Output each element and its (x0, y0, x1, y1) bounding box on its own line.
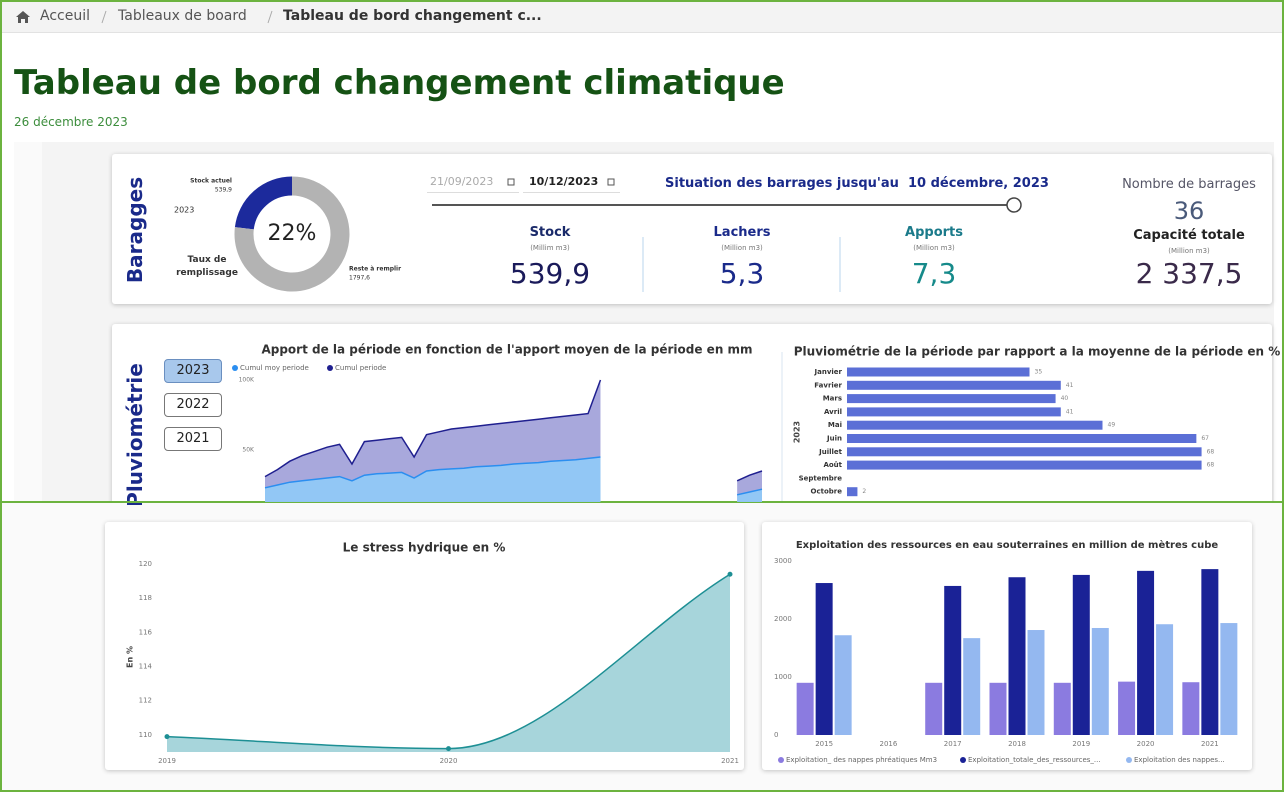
side-strip (14, 142, 42, 502)
donut-subtitle: Taux de remplissage (176, 255, 238, 279)
breadcrumb-item[interactable]: Acceuil (40, 8, 90, 24)
date-input[interactable] (427, 172, 519, 193)
kpi-name: Stock (529, 225, 571, 240)
capacity-value: 2 337,5 (1135, 257, 1243, 290)
situation-heading: Situation des barrages jusqu'au 10 décem… (665, 176, 1049, 191)
count-value: 36 (1173, 197, 1205, 225)
kpi-unit: (Million m3) (721, 244, 763, 252)
section-label: Baragges (123, 176, 147, 284)
breadcrumb-current: Tableau de bord changement c... (283, 8, 542, 24)
count-label: Nombre de barrages (1122, 177, 1256, 192)
kpi-value: 7,3 (911, 257, 957, 290)
date-input[interactable] (523, 172, 620, 193)
capacity-label: Capacité totale (1133, 228, 1245, 243)
section-label: Pluviométrie (123, 363, 147, 507)
year-button[interactable]: 2023 (164, 359, 222, 383)
capacity-unit: (Million m3) (1168, 247, 1210, 255)
kpi-value: 5,3 (719, 257, 765, 290)
year-button[interactable]: 2022 (164, 393, 222, 417)
page-title: Tableau de bord changement climatique (14, 63, 785, 103)
kpi-unit: (Million m3) (913, 244, 955, 252)
stress-card (105, 522, 744, 770)
date-to[interactable]: 10/12/2023 (529, 175, 599, 188)
date-from[interactable]: 21/09/2023 (430, 175, 494, 188)
page-date: 26 décembre 2023 (14, 115, 128, 129)
breadcrumb-item[interactable]: Tableaux de board (118, 8, 247, 24)
year-button[interactable]: 2021 (164, 427, 222, 451)
kpi-unit: (Millim m3) (530, 244, 570, 252)
kpi-value: 539,9 (509, 257, 591, 290)
kpi-name: Lachers (713, 225, 771, 240)
pluviometrie-card (112, 324, 1272, 524)
kpi-name: Apports (905, 225, 963, 240)
groundwater-card (762, 522, 1252, 770)
breadcrumb-bar (2, 2, 1282, 33)
